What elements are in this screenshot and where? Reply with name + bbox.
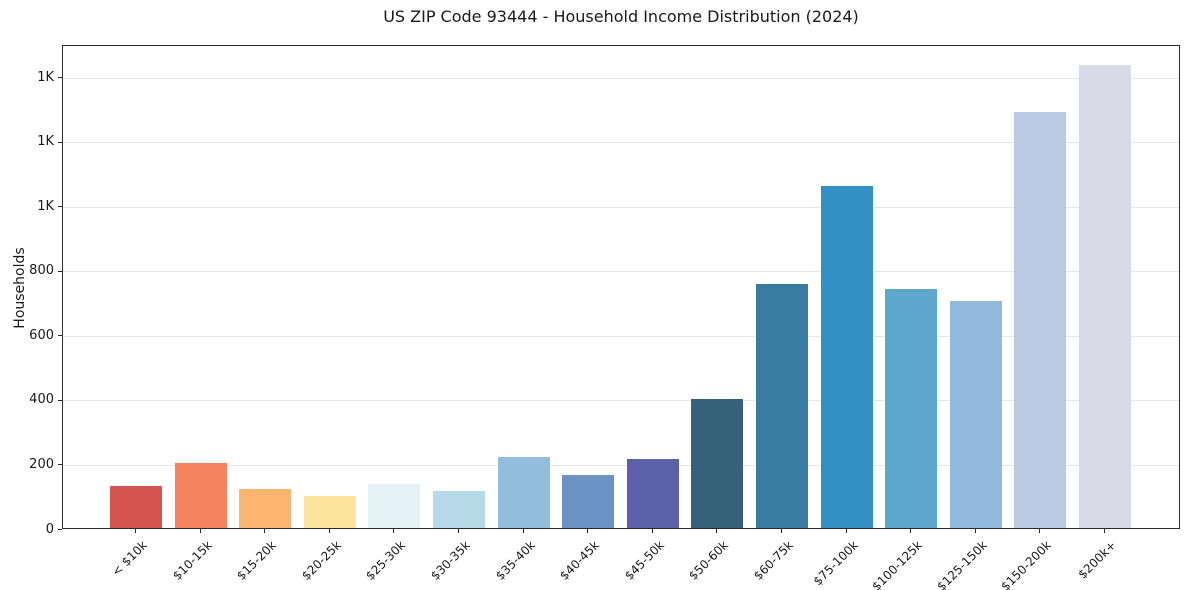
plot-area: [62, 45, 1180, 529]
x-tick-mark: [845, 529, 847, 533]
gridline: [63, 77, 1179, 79]
y-tick-label: 800: [29, 263, 54, 279]
y-tick-label: 200: [29, 456, 54, 472]
bar-$150-200k: [1014, 111, 1067, 528]
x-tick-label: $100-125k: [869, 538, 926, 590]
y-tick-label: 600: [29, 327, 54, 343]
bar-$25-30k: [368, 484, 421, 528]
bar-$50-60k: [691, 398, 744, 528]
y-tick-label: 1K: [37, 198, 54, 214]
x-tick-mark: [458, 529, 459, 533]
x-tick-label: $35-40k: [492, 538, 538, 583]
y-axis-label: Households: [12, 247, 28, 329]
x-tick-mark: [587, 529, 589, 533]
x-tick-mark: [1104, 529, 1105, 533]
y-tick-mark: [58, 464, 62, 466]
bar-$15-20k: [239, 489, 292, 528]
y-tick-label: 0: [45, 521, 54, 537]
bar-$35-40k: [497, 457, 550, 528]
y-tick-mark: [58, 399, 62, 401]
gridline: [63, 400, 1179, 402]
bar-$30-35k: [433, 490, 485, 528]
x-tick-mark: [781, 529, 782, 533]
x-tick-label: $150-200k: [998, 538, 1055, 590]
gridline: [63, 142, 1179, 144]
x-tick-label: $60-75k: [751, 538, 796, 583]
y-tick-mark: [58, 77, 62, 79]
y-tick-mark: [58, 270, 62, 272]
x-tick-label: $125-150k: [934, 538, 990, 590]
bar-$20-25k: [303, 495, 356, 528]
bar-< $10k: [110, 486, 162, 528]
x-tick-label: $45-50k: [621, 538, 667, 583]
x-tick-label: $50-60k: [686, 538, 732, 583]
y-tick-mark: [58, 141, 62, 143]
x-tick-mark: [328, 529, 330, 533]
x-tick-mark: [1039, 529, 1041, 533]
x-tick-label: $75-100k: [810, 538, 861, 589]
x-tick-label: < $10k: [109, 538, 150, 579]
x-tick-mark: [199, 529, 201, 533]
x-tick-mark: [974, 529, 976, 533]
y-tick-mark: [58, 206, 62, 208]
chart-title: US ZIP Code 93444 - Household Income Dis…: [383, 7, 859, 26]
x-tick-mark: [910, 529, 912, 533]
bar-$200k+: [1079, 64, 1131, 528]
bar-$100-125k: [885, 289, 938, 528]
x-tick-label: $40-45k: [557, 538, 603, 583]
bar-$40-45k: [562, 474, 615, 528]
y-tick-label: 1K: [37, 134, 54, 150]
gridline: [63, 271, 1179, 273]
gridline: [63, 335, 1179, 337]
x-tick-label: $25-30k: [363, 538, 409, 583]
y-tick-label: 1K: [37, 69, 54, 85]
gridline: [63, 464, 1179, 466]
x-tick-mark: [522, 529, 524, 533]
bar-$75-100k: [820, 185, 873, 528]
x-tick-label: $200k+: [1075, 538, 1119, 582]
bar-$10-15k: [174, 463, 227, 528]
x-tick-mark: [264, 529, 266, 533]
x-tick-mark: [716, 529, 718, 533]
x-tick-label: $15-20k: [234, 538, 280, 583]
x-tick-label: $30-35k: [428, 538, 473, 583]
y-tick-label: 400: [29, 392, 54, 408]
bar-$45-50k: [626, 458, 679, 528]
y-tick-mark: [58, 529, 62, 530]
bar-$125-150k: [949, 300, 1002, 528]
x-tick-mark: [651, 529, 653, 533]
bar-$60-75k: [756, 284, 808, 528]
x-tick-label: $20-25k: [298, 538, 344, 583]
y-tick-mark: [58, 335, 62, 337]
x-tick-mark: [393, 529, 395, 533]
x-tick-label: $10-15k: [169, 538, 215, 583]
gridline: [63, 206, 1179, 208]
x-tick-mark: [135, 529, 136, 533]
